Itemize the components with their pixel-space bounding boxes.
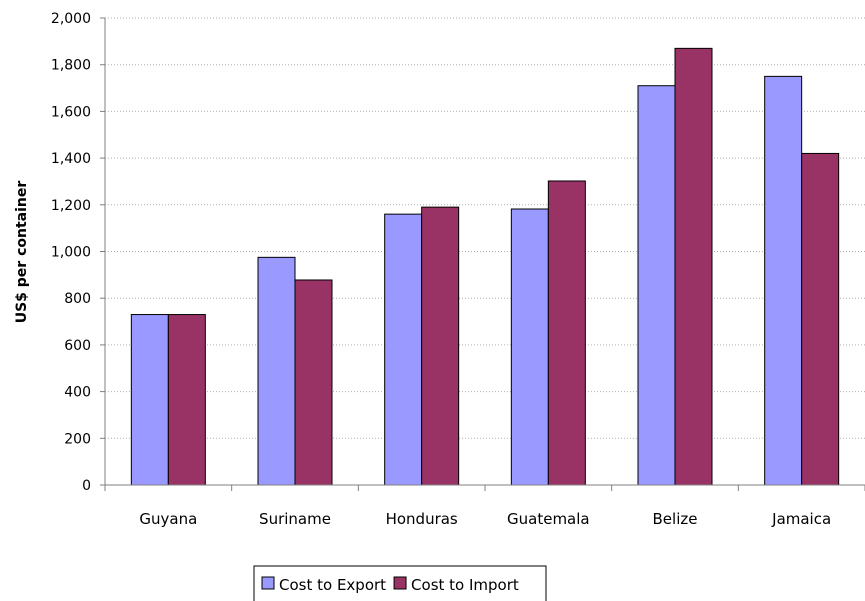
x-tick-label: Jamaica: [771, 510, 831, 528]
x-tick-label: Guyana: [139, 510, 197, 528]
bar-cost-to-import: [801, 152, 840, 486]
bar-cost-to-import: [294, 279, 333, 486]
bar-cost-to-export: [384, 213, 423, 486]
y-axis-title: US$ per container: [14, 181, 30, 324]
bar-cost-to-import: [167, 314, 206, 486]
x-tick-label: Honduras: [386, 510, 458, 528]
y-tick-label: 1,800: [51, 58, 91, 74]
y-tick-label: 400: [64, 385, 91, 401]
axes: [100, 17, 865, 491]
y-tick-label: 1,000: [51, 245, 91, 261]
gridlines: [105, 17, 865, 439]
bar-cost-to-export: [764, 75, 803, 486]
y-tick-label: 800: [64, 291, 91, 307]
y-tick-label: 600: [64, 338, 91, 354]
legend-label: Cost to Export: [279, 576, 386, 594]
legend-swatch: [261, 576, 275, 590]
legend: Cost to Export Cost to Import: [253, 565, 547, 601]
bars-group: [130, 47, 840, 486]
bar-cost-to-import: [421, 206, 460, 486]
bar-cost-to-export: [130, 314, 169, 486]
y-tick-labels: 0 200 400 600 800 1,000 1,200 1,400 1,600 1,800 2,…: [51, 11, 91, 494]
y-tick-label: 1,200: [51, 198, 91, 214]
y-tick-label: 1,400: [51, 151, 91, 167]
x-tick-label: Guatemala: [507, 510, 590, 528]
x-tick-labels: Guyana Suriname Honduras Guatemala Belize Jam…: [139, 510, 831, 528]
legend-label: Cost to Import: [411, 576, 519, 594]
y-tick-label: 2,000: [51, 11, 91, 27]
bar-cost-to-import: [674, 47, 713, 486]
bar-cost-to-export: [257, 256, 296, 486]
y-tick-label: 200: [64, 431, 91, 447]
x-tick-label: Belize: [653, 510, 698, 528]
bar-cost-to-export: [637, 85, 676, 486]
bar-cost-to-import: [547, 180, 586, 486]
legend-swatch: [393, 576, 407, 590]
y-tick-label: 1,600: [51, 104, 91, 120]
x-tick-label: Suriname: [259, 510, 331, 528]
y-tick-label: 0: [82, 478, 91, 494]
bar-cost-to-export: [510, 208, 549, 486]
